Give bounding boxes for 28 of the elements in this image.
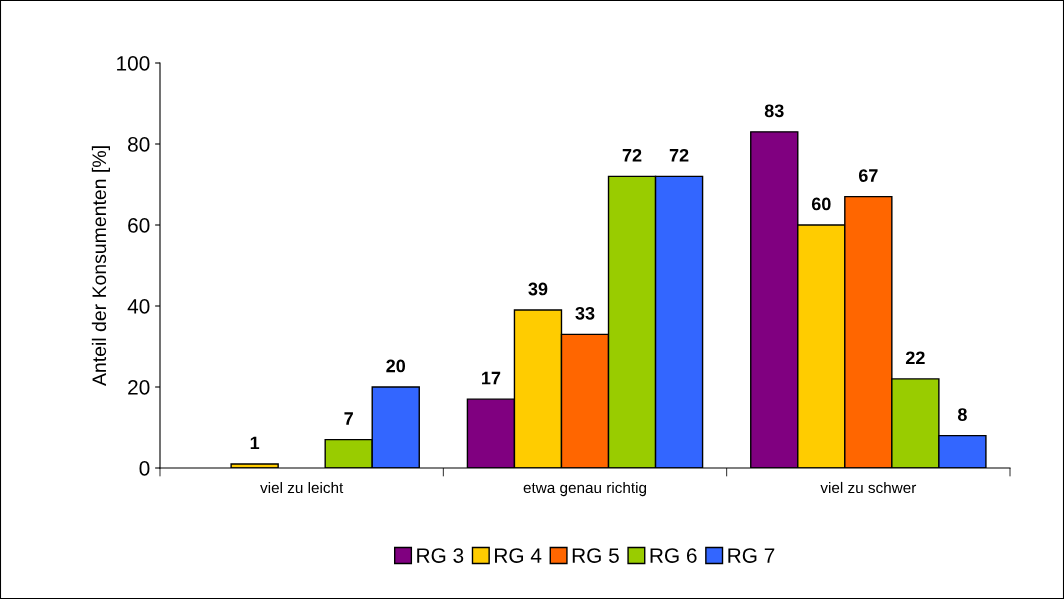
data-label: 17 [482,371,501,385]
x-tick-label: viel zu leicht [260,481,344,494]
data-label: 83 [764,104,784,118]
data-label: 22 [905,351,925,365]
data-label: 72 [669,148,689,162]
y-tick-label: 0 [139,461,150,476]
x-tick-label: viel zu schwer [820,481,917,494]
legend-label: RG 7 [728,548,775,563]
y-tick-label: 100 [117,56,150,71]
data-label: 39 [528,282,548,296]
data-label: 72 [622,148,642,162]
data-label: 20 [386,359,406,373]
data-label: 60 [811,197,831,211]
legend-label: RG 4 [495,548,542,563]
y-tick-label: 60 [128,218,150,233]
y-axis-title: Anteil der Konsumenten [%] [91,146,110,386]
legend-label: RG 5 [572,548,619,563]
y-tick-label: 20 [128,380,150,395]
y-tick-label: 80 [128,137,150,152]
legend-label: RG 6 [650,548,697,563]
y-tick-label: 40 [127,299,150,314]
x-tick-label: etwa genau richtig [523,481,647,497]
data-label: 8 [957,408,967,421]
data-label: 1 [250,436,260,450]
data-label: 7 [344,412,353,425]
legend-label: RG 3 [417,548,464,563]
data-label: 33 [575,306,595,320]
data-label: 67 [858,169,878,182]
